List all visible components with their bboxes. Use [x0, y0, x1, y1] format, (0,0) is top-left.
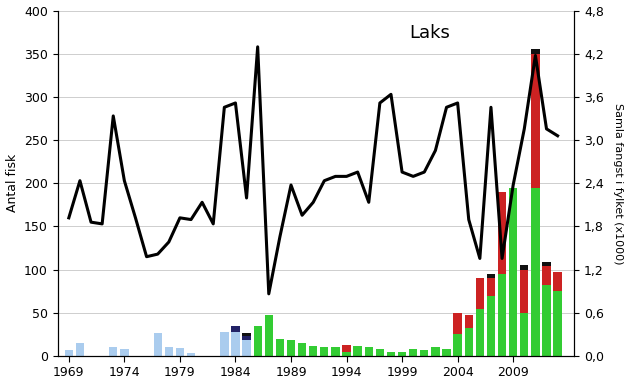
Bar: [465, 315, 473, 328]
Bar: [454, 313, 462, 335]
Bar: [253, 326, 262, 356]
Bar: [542, 266, 550, 285]
Bar: [109, 347, 118, 356]
Bar: [287, 340, 295, 356]
Bar: [298, 343, 306, 356]
Bar: [398, 352, 406, 356]
Bar: [498, 192, 506, 274]
Bar: [342, 352, 351, 356]
Bar: [165, 347, 173, 356]
Bar: [542, 285, 550, 356]
Bar: [465, 328, 473, 356]
Bar: [353, 346, 362, 356]
Bar: [454, 335, 462, 356]
Y-axis label: Antal fisk: Antal fisk: [6, 154, 19, 213]
Text: Laks: Laks: [409, 24, 450, 42]
Bar: [331, 347, 340, 356]
Bar: [476, 278, 484, 308]
Bar: [175, 348, 184, 356]
Bar: [520, 313, 528, 356]
Bar: [542, 262, 550, 266]
Bar: [532, 54, 540, 187]
Bar: [487, 278, 495, 296]
Bar: [320, 347, 328, 356]
Bar: [231, 332, 240, 356]
Bar: [532, 49, 540, 54]
Bar: [498, 274, 506, 356]
Bar: [65, 350, 73, 356]
Bar: [532, 187, 540, 356]
Bar: [420, 350, 428, 356]
Bar: [376, 349, 384, 356]
Bar: [520, 270, 528, 313]
Bar: [242, 337, 251, 356]
Bar: [265, 315, 273, 356]
Bar: [487, 274, 495, 278]
Bar: [476, 308, 484, 356]
Bar: [231, 326, 240, 332]
Bar: [276, 339, 284, 356]
Bar: [520, 265, 528, 270]
Y-axis label: Samla fangst i fylket (x1000): Samla fangst i fylket (x1000): [613, 102, 623, 264]
Bar: [554, 272, 562, 291]
Bar: [231, 332, 240, 356]
Bar: [153, 333, 162, 356]
Bar: [487, 296, 495, 356]
Bar: [554, 291, 562, 356]
Bar: [75, 343, 84, 356]
Bar: [309, 346, 318, 356]
Bar: [242, 333, 251, 337]
Bar: [365, 347, 373, 356]
Bar: [509, 187, 517, 356]
Bar: [231, 329, 240, 332]
Bar: [387, 352, 395, 356]
Bar: [242, 340, 251, 356]
Bar: [187, 353, 195, 356]
Bar: [242, 336, 251, 340]
Bar: [220, 332, 228, 356]
Bar: [342, 345, 351, 352]
Bar: [442, 349, 451, 356]
Bar: [409, 349, 418, 356]
Bar: [120, 349, 128, 356]
Bar: [431, 347, 440, 356]
